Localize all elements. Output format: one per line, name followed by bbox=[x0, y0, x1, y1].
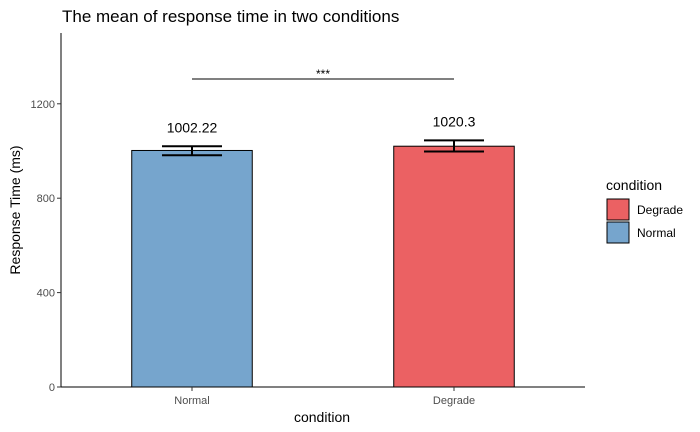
y-tick-label-1200: 1200 bbox=[31, 99, 55, 111]
legend: condition Degrade Normal bbox=[606, 177, 683, 244]
y-tick-label-0: 0 bbox=[49, 382, 55, 394]
x-axis-title: condition bbox=[294, 409, 350, 425]
y-axis-title: Response Time (ms) bbox=[7, 145, 23, 274]
significance-label: *** bbox=[316, 67, 330, 81]
x-tick-label-normal: Normal bbox=[174, 395, 209, 407]
legend-swatch-normal bbox=[606, 221, 630, 244]
chart-title: The mean of response time in two conditi… bbox=[62, 7, 399, 26]
y-ticks: 0 400 800 1200 bbox=[31, 99, 61, 394]
legend-swatch-degrade bbox=[606, 198, 630, 221]
error-bar-normal bbox=[162, 145, 222, 157]
x-ticks: Normal Degrade bbox=[174, 387, 475, 407]
error-bar-degrade bbox=[424, 139, 484, 153]
legend-title: condition bbox=[606, 177, 662, 193]
significance-marker: *** bbox=[192, 67, 454, 81]
legend-label-normal: Normal bbox=[637, 226, 676, 240]
x-tick-label-degrade: Degrade bbox=[433, 395, 475, 407]
error-bars bbox=[162, 139, 484, 157]
y-tick-label-800: 800 bbox=[37, 193, 55, 205]
bar-value-labels: 1002.22 1020.3 bbox=[167, 113, 476, 135]
y-tick-label-400: 400 bbox=[37, 288, 55, 300]
bar-value-label-degrade: 1020.3 bbox=[433, 113, 476, 129]
legend-label-degrade: Degrade bbox=[637, 203, 683, 217]
bar-value-label-normal: 1002.22 bbox=[167, 119, 218, 135]
bar-normal bbox=[131, 149, 253, 388]
bar-degrade bbox=[393, 145, 515, 388]
bars bbox=[131, 145, 515, 388]
legend-items: Degrade Normal bbox=[606, 198, 683, 244]
